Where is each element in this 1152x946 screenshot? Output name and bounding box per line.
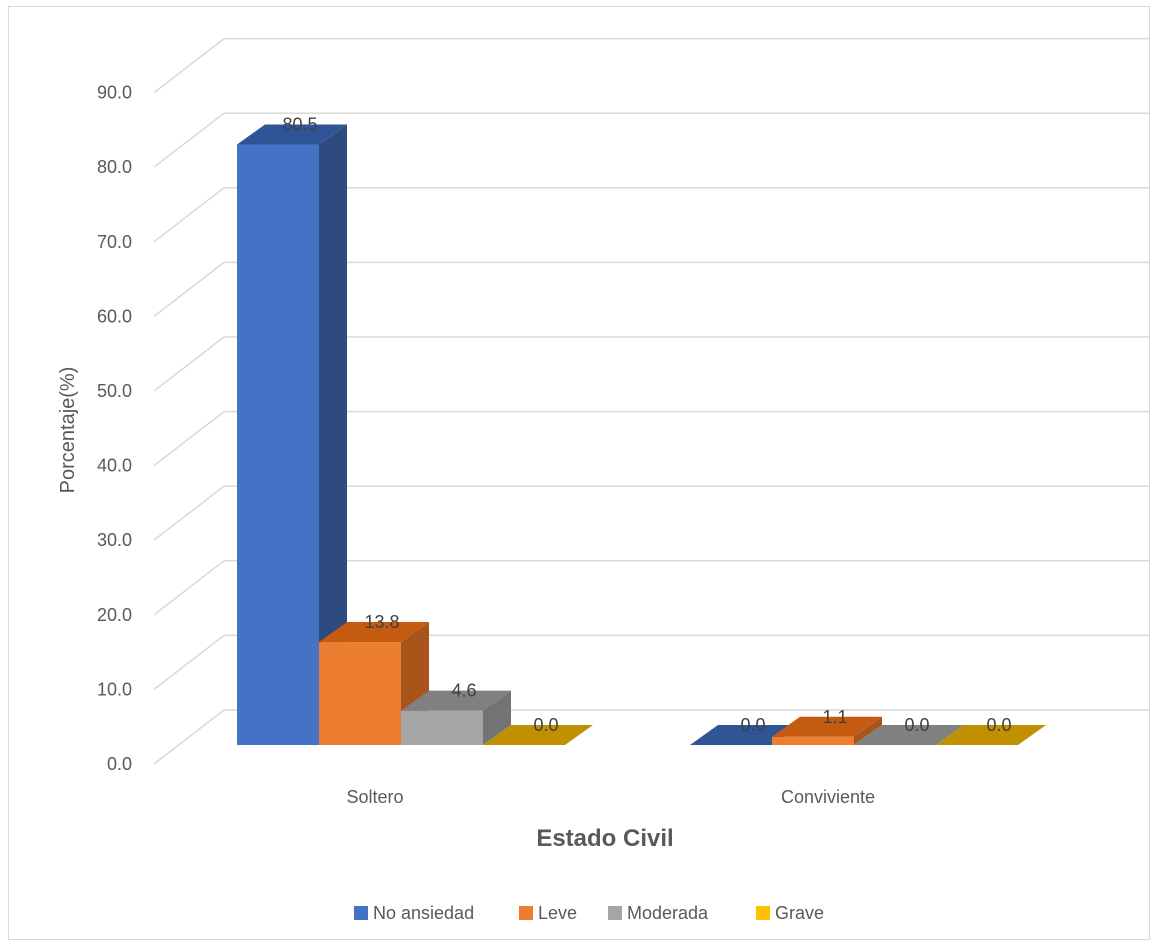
gridline-diagonal <box>153 336 225 392</box>
legend-label: No ansiedad <box>373 903 474 923</box>
legend-item: Moderada <box>608 903 709 923</box>
bar-top <box>483 725 593 745</box>
bar-front <box>237 144 319 746</box>
chart-frame <box>8 6 1150 940</box>
legend-swatch <box>519 906 533 920</box>
legend-item: No ansiedad <box>354 903 474 923</box>
bar-side <box>483 690 511 745</box>
bar-moderada <box>854 725 964 745</box>
bar-side <box>854 716 882 745</box>
y-tick-label: 40.0 <box>97 456 132 476</box>
y-tick-label: 10.0 <box>97 679 132 699</box>
bar-top <box>854 725 964 745</box>
data-label: 0.0 <box>740 715 765 735</box>
data-labels: 80.5 13.8 4.6 0.0 0.0 1.1 0.0 0.0 <box>282 114 1011 735</box>
y-tick-label: 30.0 <box>97 530 132 550</box>
legend: No ansiedad Leve Moderada Grave <box>354 903 824 923</box>
data-label: 0.0 <box>986 715 1011 735</box>
y-axis-ticks: 0.0 10.0 20.0 30.0 40.0 50.0 60.0 70.0 80.0 90.0 <box>97 83 132 774</box>
legend-label: Leve <box>538 903 577 923</box>
x-axis-title: Estado Civil <box>536 825 673 852</box>
y-tick-label: 0.0 <box>107 754 132 774</box>
legend-item: Grave <box>756 903 824 923</box>
x-category-label: Conviviente <box>781 787 875 807</box>
legend-label: Moderada <box>627 903 709 923</box>
gridline-diagonal <box>153 112 225 168</box>
y-tick-label: 60.0 <box>97 306 132 326</box>
legend-item: Leve <box>519 903 577 923</box>
data-label: 0.0 <box>904 715 929 735</box>
bar-front <box>772 736 854 745</box>
bar-top <box>237 124 347 145</box>
data-label: 4.6 <box>451 681 476 701</box>
y-tick-label: 50.0 <box>97 381 132 401</box>
gridline-diagonal <box>153 709 225 765</box>
gridline-diagonal <box>153 560 225 616</box>
bars <box>237 124 1046 746</box>
data-label: 80.5 <box>282 114 317 134</box>
bar-top <box>319 622 429 643</box>
y-tick-label: 90.0 <box>97 83 132 103</box>
legend-label: Grave <box>775 903 824 923</box>
gridline-diagonal <box>153 261 225 317</box>
y-tick-label: 70.0 <box>97 232 132 252</box>
x-category-label: Soltero <box>346 787 403 807</box>
data-label: 0.0 <box>533 715 558 735</box>
data-label: 13.8 <box>364 612 399 632</box>
bar-grave <box>483 725 593 745</box>
gridline-diagonal <box>153 485 225 541</box>
bar-top <box>772 716 882 737</box>
gridline-diagonal <box>153 187 225 243</box>
y-axis-title: Porcentaje(%) <box>57 367 79 494</box>
gridlines <box>153 37 1150 765</box>
bar-no-ansiedad <box>237 124 347 746</box>
gridline-diagonal <box>153 634 225 690</box>
bar-top <box>936 725 1046 745</box>
legend-swatch <box>608 906 622 920</box>
bar-front <box>319 642 401 745</box>
gridline-diagonal <box>153 411 225 467</box>
bar-grave <box>936 725 1046 745</box>
legend-swatch <box>756 906 770 920</box>
y-tick-label: 80.0 <box>97 157 132 177</box>
bar-leve <box>772 716 882 745</box>
bar-side <box>319 124 347 746</box>
y-tick-label: 20.0 <box>97 605 132 625</box>
gridline-diagonal <box>153 38 225 94</box>
legend-swatch <box>354 906 368 920</box>
bar-moderada <box>401 690 511 745</box>
x-axis-categories: Soltero Conviviente <box>346 787 875 807</box>
bar-top <box>401 690 511 711</box>
bar-front <box>401 710 483 745</box>
data-label: 1.1 <box>822 707 847 727</box>
